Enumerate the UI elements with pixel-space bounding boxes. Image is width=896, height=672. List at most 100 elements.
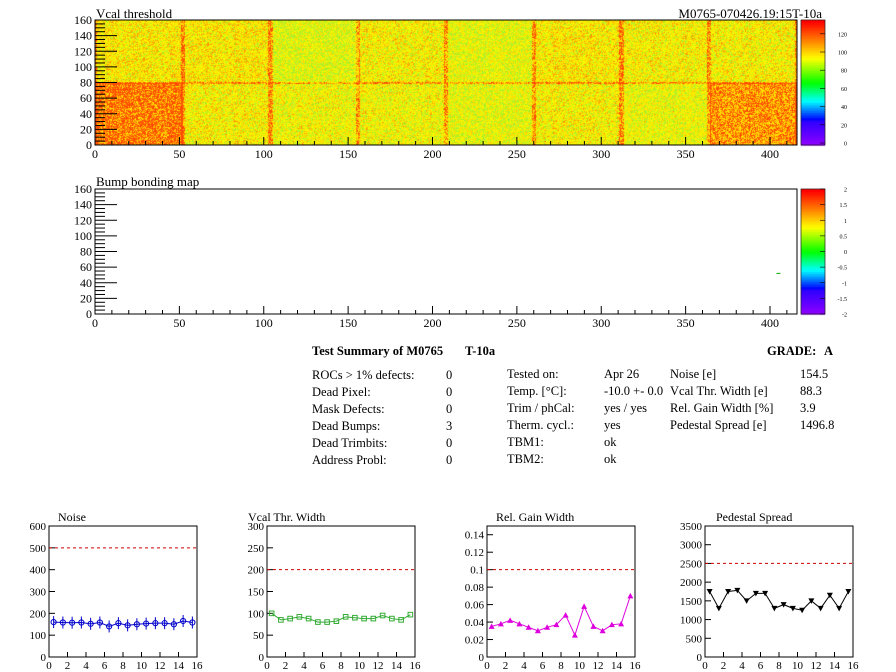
threshold-map-ytick-label: 120 (74, 44, 92, 58)
summary-value: 0 (446, 368, 453, 382)
summary-label: Trim / phCal: (507, 401, 575, 415)
vcal-width-point (315, 619, 321, 625)
threshold-palette-label: 0 (844, 142, 847, 148)
pedestal-spread-xtick-label: 10 (792, 660, 804, 672)
summary-label: ROCs > 1% defects: (312, 368, 415, 382)
bump-palette-label: 2 (844, 188, 847, 194)
vcal-width-xtick-label: 14 (391, 660, 403, 672)
pedestal-spread-ytick-label: 3000 (680, 540, 703, 552)
gain-width-ytick-label: 0.02 (465, 635, 484, 647)
pedestal-spread-point (780, 602, 787, 608)
summary-value: 0 (446, 453, 453, 467)
summary-label: TBM2: (507, 452, 544, 466)
noise-ytick-label: 200 (30, 608, 47, 620)
gain-width-xtick-label: 14 (611, 660, 623, 672)
gain-width-point (516, 620, 523, 627)
bump-map-xtick-label: 400 (761, 316, 779, 330)
pedestal-spread-ytick-label: 0 (697, 652, 703, 664)
bump-map-title: Bump bonding map (96, 174, 200, 189)
bump-map-xtick-label: 250 (508, 316, 526, 330)
vcal-width-ytick-label: 0 (259, 652, 265, 664)
threshold-map-ytick-label: 160 (74, 13, 92, 27)
gain-width-xtick-label: 4 (521, 660, 527, 672)
gain-width-point (608, 621, 615, 628)
gain-width-point (507, 617, 514, 623)
bump-map-ytick-label: 100 (74, 229, 92, 243)
gain-width-series-line (491, 595, 631, 637)
noise-ytick-label: 600 (30, 521, 47, 533)
pedestal-spread-ytick-label: 500 (686, 633, 703, 645)
bump-map-ytick-label: 60 (80, 260, 92, 274)
noise-ytick-label: 0 (41, 652, 47, 664)
summary-label: Temp. [°C]: (507, 384, 567, 398)
module-label: M0765-070426.19:15T-10a (678, 6, 822, 21)
pedestal-spread-point (762, 590, 769, 597)
noise-ytick-label: 400 (30, 565, 47, 577)
summary-label: Address Probl: (312, 453, 387, 467)
bump-map-xtick-label: 150 (339, 316, 357, 330)
grade-label: GRADE: (767, 344, 817, 358)
bump-map-ytick-label: 140 (74, 198, 92, 212)
noise-ytick-label: 500 (30, 543, 47, 555)
summary-value: -10.0 +- 0.0 (604, 384, 664, 398)
vcal-width-point (296, 614, 303, 620)
summary-value: 0 (446, 385, 453, 399)
vcal-width-point (370, 615, 377, 622)
threshold-map-xtick-label: 250 (508, 147, 526, 161)
gain-width-point (581, 603, 588, 609)
summary-temp-tag: T-10a (465, 344, 496, 358)
gain-width-point (497, 620, 504, 627)
vcal-width-point (305, 615, 312, 622)
gain-width-ytick-label: 0.1 (470, 565, 484, 577)
bump-palette-label: 1 (844, 219, 847, 225)
summary-label: Pedestal Spread [e] (670, 418, 767, 432)
vcal-width-xtick-label: 4 (301, 660, 307, 672)
gain-width-ytick-label: 0.06 (465, 600, 485, 612)
pedestal-spread-point (715, 605, 722, 612)
vcal-width-point (333, 618, 340, 624)
noise-xtick-label: 0 (46, 660, 52, 672)
summary-label: Tested on: (507, 367, 559, 381)
summary-label: TBM1: (507, 435, 544, 449)
gain-width-xtick-label: 12 (593, 660, 604, 672)
bump-palette-label: -1.5 (838, 297, 848, 303)
pedestal-spread-point (799, 607, 806, 614)
summary-label: Dead Bumps: (312, 419, 381, 433)
gain-width-xtick-label: 8 (558, 660, 564, 672)
gain-width-point (553, 621, 560, 628)
threshold-map-xtick-label: 0 (92, 147, 98, 161)
threshold-map-ytick-label: 40 (80, 107, 92, 121)
summary-label: Vcal Thr. Width [e] (670, 384, 768, 398)
bump-palette-label: -0.5 (838, 266, 848, 272)
vcal-width-point (287, 615, 293, 622)
bump-palette-label: 1.5 (840, 203, 848, 209)
vcal-width-xtick-label: 16 (410, 660, 422, 672)
gain-width-point (599, 627, 606, 634)
threshold-palette-frame (800, 19, 826, 146)
vcal-width-ytick-label: 200 (248, 565, 265, 577)
gain-width-point (562, 612, 569, 618)
threshold-map-ytick-label: 80 (80, 76, 92, 90)
threshold-map-ytick-label: 0 (86, 138, 92, 152)
summary-value: Apr 26 (604, 367, 640, 381)
gain-width-point (488, 623, 495, 629)
noise-xtick-label: 12 (155, 660, 166, 672)
bump-map-ytick-label: 40 (80, 276, 92, 290)
summary-title: Test Summary of M0765 (312, 344, 444, 358)
gain-width-ytick-label: 0.14 (465, 530, 485, 542)
summary-value: 3 (446, 419, 453, 433)
gain-width-ytick-label: 0.08 (465, 582, 485, 594)
gain-width-point (590, 623, 597, 629)
noise-xtick-label: 2 (65, 660, 71, 672)
pedestal-spread-point (734, 587, 741, 594)
gain-width-point (627, 592, 634, 599)
summary-label: Rel. Gain Width [%] (670, 401, 774, 415)
pedestal-spread-xtick-label: 6 (758, 660, 764, 672)
vcal-width-chart-frame (266, 525, 416, 658)
noise-xtick-label: 4 (83, 660, 89, 672)
vcal-width-point (379, 612, 386, 619)
vcal-width-point (389, 615, 395, 622)
summary-label: Dead Pixel: (312, 385, 371, 399)
vcal-width-point (324, 619, 330, 625)
